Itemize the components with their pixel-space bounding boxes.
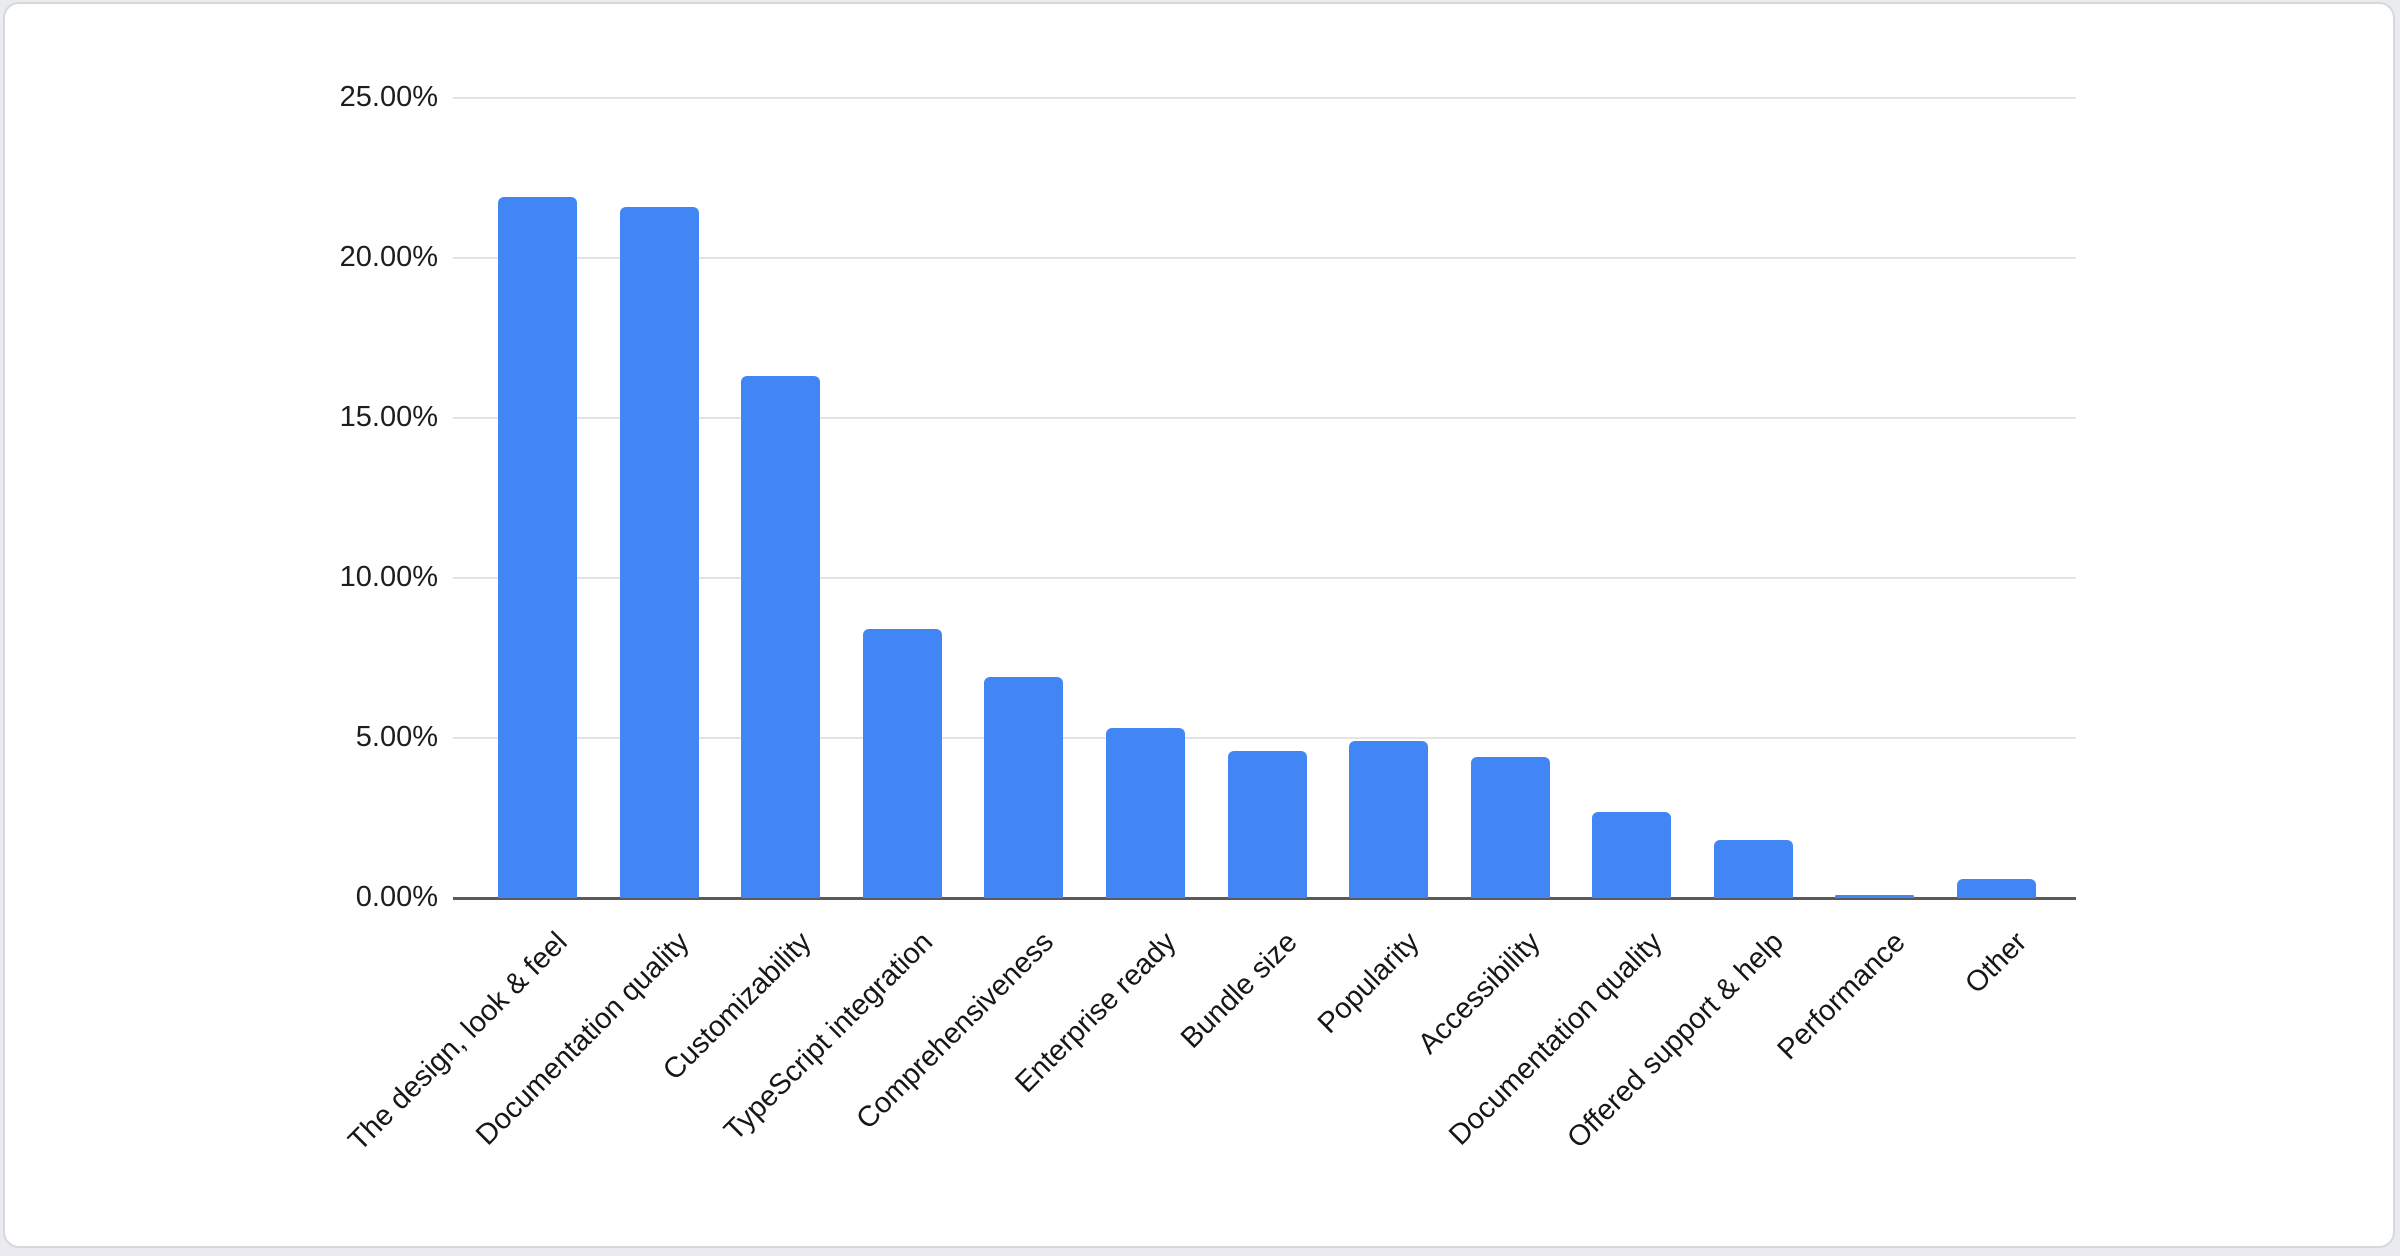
bar[interactable] [619,207,699,898]
y-axis-tick-label: 0.00% [355,880,438,913]
bar[interactable] [1105,728,1185,898]
x-axis-category-label: The design, look & feel [342,926,575,1158]
y-axis-tick-label: 5.00% [355,720,438,753]
bar[interactable] [1349,741,1429,898]
y-axis-tick-label: 10.00% [339,560,438,593]
bar[interactable] [1470,757,1550,898]
x-axis-line [453,897,2076,900]
y-axis-tick-label: 20.00% [339,240,438,273]
bar[interactable] [1835,895,1915,898]
gridline [453,737,2076,739]
gridline [453,417,2076,419]
bar[interactable] [862,629,942,898]
x-axis-category-label: Accessibility [1412,926,1547,1061]
bar[interactable] [984,677,1064,898]
bar[interactable] [1713,840,1793,898]
x-axis-category-label: TypeScript integration [717,926,939,1147]
bar[interactable] [741,376,821,898]
x-axis-category-label: Other [1959,926,2034,1000]
chart-card [3,2,2395,1248]
gridline [453,97,2076,99]
bar[interactable] [1592,812,1672,898]
gridline [453,577,2076,579]
x-axis-category-label: Documentation quality [470,926,696,1152]
gridline [453,257,2076,259]
bar[interactable] [1957,879,2036,898]
x-axis-category-label: Comprehensiveness [850,926,1061,1136]
y-axis-tick-label: 25.00% [339,80,438,113]
x-axis-category-label: Popularity [1311,926,1426,1040]
bar[interactable] [1227,751,1307,898]
x-axis-category-label: Documentation quality [1442,926,1669,1152]
y-axis-tick-label: 15.00% [339,400,438,433]
x-axis-category-label: Offered support & help [1561,926,1790,1155]
x-axis-category-label: Bundle size [1174,926,1304,1055]
x-axis-category-label: Performance [1771,926,1912,1067]
bar[interactable] [498,197,577,898]
